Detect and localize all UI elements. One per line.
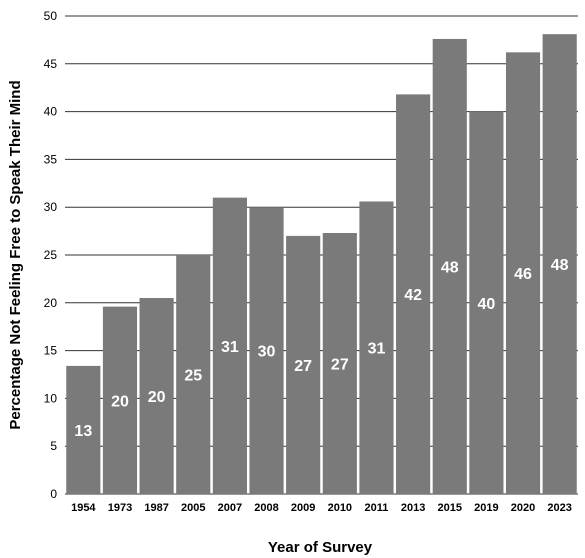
bar-2005 — [176, 255, 211, 494]
data-label-1954: 13 — [74, 423, 92, 440]
data-label-2015: 48 — [441, 259, 459, 276]
bars: 13 20 20 25 31 30 27 27 31 42 48 40 46 48 — [66, 34, 577, 495]
x-tick-label: 2007 — [218, 502, 242, 514]
bar-2007 — [212, 197, 247, 494]
data-label-2009: 27 — [294, 358, 312, 375]
data-label-1987: 20 — [148, 389, 166, 406]
y-tick-label: 45 — [44, 57, 58, 71]
data-label-2013: 42 — [404, 287, 422, 304]
y-tick-labels: 0 5 10 15 20 25 30 35 40 45 50 — [44, 9, 58, 501]
y-tick-label: 50 — [44, 9, 58, 23]
x-tick-label: 2008 — [254, 502, 278, 514]
bar-2011 — [359, 201, 394, 495]
data-label-2011: 31 — [368, 341, 386, 358]
y-tick-label: 30 — [44, 200, 58, 214]
x-tick-label: 2009 — [291, 502, 315, 514]
bar-2020 — [505, 52, 541, 494]
x-tick-label: 1954 — [71, 502, 96, 514]
x-tick-label: 2023 — [547, 502, 571, 514]
x-tick-label: 2013 — [401, 502, 425, 514]
y-axis-title: Percentage Not Feeling Free to Speak The… — [7, 80, 24, 429]
x-tick-label: 2010 — [328, 502, 352, 514]
x-axis-title: Year of Survey — [268, 539, 373, 556]
bar-2008 — [249, 207, 284, 494]
y-tick-label: 20 — [44, 296, 58, 310]
bar-2010 — [322, 233, 357, 494]
data-label-2023: 48 — [551, 257, 569, 274]
y-tick-label: 35 — [44, 152, 58, 166]
bar-2023 — [542, 34, 577, 494]
y-tick-label: 0 — [50, 487, 57, 501]
x-tick-labels: 1954 1973 1987 2005 2007 2008 2009 2010 2011 2013… — [71, 502, 572, 514]
y-tick-label: 5 — [50, 439, 57, 453]
x-tick-label: 2019 — [474, 502, 498, 514]
data-label-2019: 40 — [477, 296, 495, 313]
y-tick-label: 10 — [44, 391, 58, 405]
bar-1973 — [102, 306, 138, 494]
bar-1954 — [66, 365, 101, 494]
data-label-2007: 31 — [221, 339, 239, 356]
bar-2009 — [286, 235, 321, 494]
data-label-2005: 25 — [184, 368, 202, 385]
x-tick-label: 2015 — [438, 502, 462, 514]
y-tick-label: 25 — [44, 248, 58, 262]
bar-2013 — [396, 94, 431, 494]
bar-1987 — [139, 298, 174, 494]
bar-2015 — [432, 38, 467, 494]
y-tick-label: 15 — [44, 344, 58, 358]
bar-2019 — [469, 111, 504, 494]
x-tick-label: 2020 — [511, 502, 535, 514]
data-label-1973: 20 — [111, 393, 129, 410]
x-tick-label: 2011 — [365, 502, 389, 514]
data-label-2020: 46 — [514, 266, 532, 283]
data-label-2010: 27 — [331, 357, 349, 374]
x-tick-label: 1987 — [144, 502, 168, 514]
x-tick-label: 1973 — [108, 502, 132, 514]
y-tick-label: 40 — [44, 105, 58, 119]
x-tick-label: 2005 — [181, 502, 205, 514]
data-label-2008: 30 — [258, 344, 276, 361]
